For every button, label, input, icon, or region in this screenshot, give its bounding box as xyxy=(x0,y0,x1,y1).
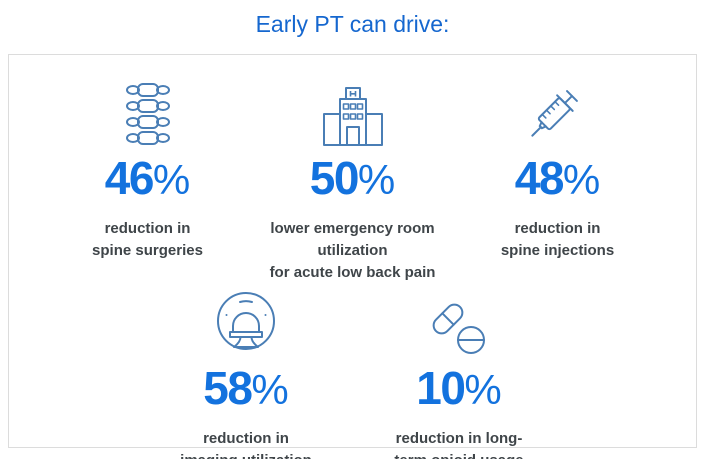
syringe-icon xyxy=(530,90,578,137)
stat-value: 10% xyxy=(416,362,502,415)
page-title: Early PT can drive: xyxy=(255,11,450,37)
stat-imaging-utilization: 58% reduction in imaging utilization xyxy=(140,285,353,459)
stats-card: 46% reduction in spine surgeries xyxy=(8,54,697,459)
percent-sign: % xyxy=(464,366,502,414)
stats-row-bottom: 58% reduction in imaging utilization 10% xyxy=(45,285,660,459)
stat-value: 58% xyxy=(203,362,289,415)
percent-sign: % xyxy=(562,156,601,203)
stat-value: 48% xyxy=(514,152,601,204)
stat-value: 50% xyxy=(309,152,396,204)
stat-label: reduction in imaging utilization xyxy=(180,430,312,459)
hospital-icon xyxy=(322,87,383,146)
stat-er-utilization: 50% lower emergency room utilization for… xyxy=(250,75,455,283)
mri-scanner-icon xyxy=(217,292,275,351)
spine-icon xyxy=(125,83,170,145)
pills-icon xyxy=(432,303,485,355)
stat-label: lower emergency room utilization for acu… xyxy=(269,220,436,281)
stat-label: reduction in spine injections xyxy=(500,220,615,259)
stats-row-top: 46% reduction in spine surgeries xyxy=(45,75,660,283)
stat-spine-surgeries: 46% reduction in spine surgeries xyxy=(45,75,250,283)
stat-spine-injections: 48% reduction in spine injections xyxy=(455,75,660,283)
stat-label: reduction in long- term opioid usage xyxy=(394,430,523,459)
percent-sign: % xyxy=(251,366,289,414)
percent-sign: % xyxy=(357,156,396,203)
stat-label: reduction in spine surgeries xyxy=(92,220,203,259)
stat-value: 46% xyxy=(104,152,191,204)
stat-opioid-usage: 10% reduction in long- term opioid usage xyxy=(353,285,566,459)
percent-sign: % xyxy=(152,156,191,203)
